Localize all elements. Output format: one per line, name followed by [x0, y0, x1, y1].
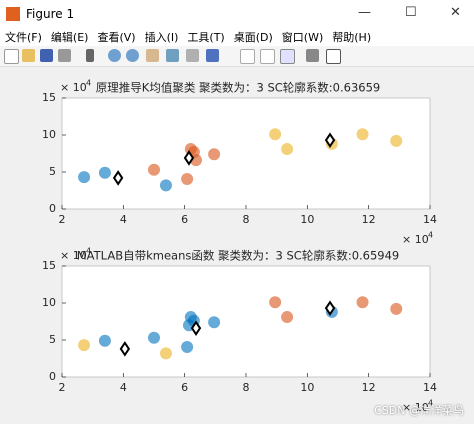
x-scale-exponent: 4	[428, 399, 433, 408]
chart-title: 原理推导K均值聚类 聚类数为：3 SC轮廓系数:0.63659	[96, 81, 380, 95]
y-tick-label: 0	[49, 370, 56, 383]
save-icon[interactable]	[40, 49, 53, 62]
x-tick-label: 2	[59, 213, 66, 226]
open-icon[interactable]	[22, 49, 35, 62]
menu-item[interactable]: 桌面(D)	[233, 31, 273, 44]
close-button[interactable]: ✕	[450, 5, 461, 20]
scatter-point	[78, 339, 91, 352]
menu-item[interactable]: 工具(T)	[187, 31, 225, 44]
menu-item[interactable]: 帮助(H)	[332, 31, 372, 44]
y-tick-label: 10	[42, 296, 56, 309]
x-tick-label: 10	[300, 381, 314, 394]
figure: 原理推导K均值聚类 聚类数为：3 SC轮廓系数:0.63659 2 4 6 8 10 12 1…	[42, 79, 437, 415]
x-tick-label: 8	[243, 381, 250, 394]
chart-title: MATLAB自带kmeans函数 聚类数为：3 SC轮廓系数:0.65949	[77, 249, 400, 263]
print-icon[interactable]	[58, 49, 71, 62]
menu-item[interactable]: 编辑(E)	[50, 31, 89, 44]
zoom-out-icon[interactable]	[126, 49, 139, 62]
x-tick-label: 12	[362, 213, 376, 226]
scatter-point	[269, 296, 282, 309]
y-tick-label: 5	[49, 165, 56, 178]
centroid-marker	[190, 320, 202, 336]
centroid-marker	[119, 341, 131, 357]
scatter-point	[159, 347, 172, 360]
rotate-icon[interactable]	[166, 49, 179, 62]
x-tick-label: 14	[423, 213, 437, 226]
y-tick-label: 15	[42, 91, 56, 104]
y-tick-label: 15	[42, 259, 56, 272]
x-scale-base: × 10	[402, 401, 429, 414]
x-tick-label: 10	[300, 213, 314, 226]
new-icon[interactable]	[4, 49, 19, 64]
window-title: Figure 1	[26, 7, 75, 21]
dock-icon[interactable]	[326, 49, 341, 64]
plot-area	[61, 97, 431, 210]
scatter-point	[390, 134, 403, 147]
x-tick-label: 8	[243, 213, 250, 226]
centroid-marker	[324, 300, 336, 316]
x-tick-label: 6	[181, 213, 188, 226]
hide-tools-icon[interactable]	[306, 49, 319, 62]
scatter-point	[148, 163, 160, 176]
brush-icon[interactable]	[206, 49, 219, 62]
watermark: CSDN @洋洋菜鸟	[374, 404, 464, 417]
centroid-marker	[112, 170, 124, 186]
centroid-marker	[183, 150, 195, 166]
x-tick-label: 4	[120, 213, 127, 226]
colorbar-icon[interactable]	[260, 49, 275, 64]
title-bar: Figure 1 — ☐ ✕	[0, 0, 474, 28]
menu-bar: 文件(F) 编辑(E) 查看(V) 插入(I) 工具(T) 桌面(D) 窗口(W) 帮助(H)	[0, 28, 474, 46]
centroid-marker	[324, 132, 336, 148]
x-tick-label: 14	[423, 381, 437, 394]
zoom-in-icon[interactable]	[108, 49, 121, 62]
menu-item[interactable]: 查看(V)	[97, 31, 136, 44]
x-scale-base: × 10	[402, 233, 429, 246]
scatter-point	[181, 341, 194, 354]
pan-icon[interactable]	[146, 49, 159, 62]
x-scale-exponent: 4	[428, 231, 433, 240]
datatip-icon[interactable]	[186, 49, 199, 62]
scatter-point	[208, 316, 221, 329]
y-tick-label: 10	[42, 128, 56, 141]
scatter-point	[281, 143, 294, 156]
scatter-point	[159, 179, 172, 192]
y-scale-base: × 10	[60, 249, 87, 262]
plot-area	[61, 265, 431, 378]
x-tick-label: 4	[120, 381, 127, 394]
scatter-point	[356, 296, 369, 309]
link-icon[interactable]	[240, 49, 255, 64]
scatter-point	[390, 302, 403, 315]
pointer-icon[interactable]	[86, 49, 94, 62]
scatter-point	[78, 171, 91, 184]
menu-item[interactable]: 窗口(W)	[281, 31, 324, 44]
app-icon	[6, 7, 20, 21]
x-tick-label: 6	[181, 381, 188, 394]
scatter-point	[98, 334, 111, 347]
scatter-point	[356, 128, 369, 141]
scatter-point	[98, 166, 111, 179]
menu-item[interactable]: 文件(F)	[5, 31, 42, 44]
maximize-button[interactable]: ☐	[405, 5, 417, 20]
legend-icon[interactable]	[280, 49, 295, 64]
y-scale-base: × 10	[60, 81, 87, 94]
scatter-point	[148, 331, 160, 344]
y-tick-label: 0	[49, 202, 56, 215]
y-tick-label: 5	[49, 333, 56, 346]
scatter-point	[281, 311, 294, 324]
menu-item[interactable]: 插入(I)	[144, 31, 179, 44]
scatter-point	[208, 148, 221, 161]
x-tick-label: 12	[362, 381, 376, 394]
minimize-button[interactable]: —	[358, 5, 371, 20]
scatter-point	[181, 173, 194, 186]
y-scale-exponent: 4	[86, 247, 91, 256]
y-scale-exponent: 4	[86, 79, 91, 88]
x-tick-label: 2	[59, 381, 66, 394]
toolbar	[0, 46, 474, 67]
scatter-point	[269, 128, 282, 141]
